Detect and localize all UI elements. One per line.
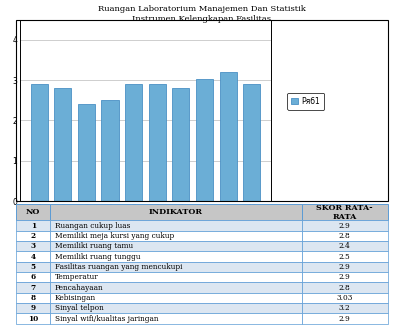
Bar [302, 283, 388, 293]
Text: 2: 2 [31, 232, 36, 240]
Bar [302, 204, 388, 220]
Text: Pencahayaan: Pencahayaan [55, 284, 103, 292]
Bar [16, 262, 50, 272]
Text: Memiliki ruang tunggu: Memiliki ruang tunggu [55, 253, 140, 261]
Bar [31, 84, 48, 201]
Text: INDIKATOR: INDIKATOR [149, 208, 203, 216]
Text: 2.8: 2.8 [339, 284, 351, 292]
Text: 7: 7 [31, 284, 36, 292]
Text: Instrumen Kelengkapan Fasilitas: Instrumen Kelengkapan Fasilitas [133, 15, 271, 23]
Text: 3: 3 [31, 242, 36, 250]
Bar [302, 293, 388, 303]
Bar [302, 303, 388, 313]
Text: 1: 1 [31, 222, 36, 230]
Text: 2.9: 2.9 [339, 263, 351, 271]
Bar [50, 303, 302, 313]
Bar [50, 204, 302, 220]
Text: Ruangan cukup luas: Ruangan cukup luas [55, 222, 130, 230]
Bar [302, 220, 388, 231]
Bar [50, 313, 302, 324]
Text: SKOR RATA-
RATA: SKOR RATA- RATA [316, 204, 373, 221]
Text: 10: 10 [28, 315, 38, 322]
Bar [50, 231, 302, 241]
Bar [16, 231, 50, 241]
Text: Temperatur: Temperatur [55, 273, 99, 281]
Text: Fasilitas ruangan yang mencukupi: Fasilitas ruangan yang mencukupi [55, 263, 182, 271]
Text: Sinyal wifi/kualitas jaringan: Sinyal wifi/kualitas jaringan [55, 315, 158, 322]
Text: 5: 5 [31, 263, 36, 271]
Bar [50, 272, 302, 283]
Text: 2.9: 2.9 [339, 273, 351, 281]
Bar [16, 204, 50, 220]
Text: Ruangan Laboratorium Manajemen Dan Statistik: Ruangan Laboratorium Manajemen Dan Stati… [98, 5, 306, 13]
Bar [302, 231, 388, 241]
Legend: Ряб1: Ряб1 [287, 93, 324, 110]
Bar [16, 251, 50, 262]
Bar [243, 84, 260, 201]
Bar [16, 293, 50, 303]
Bar [16, 313, 50, 324]
Text: Memiliki ruang tamu: Memiliki ruang tamu [55, 242, 133, 250]
Bar [78, 104, 95, 201]
Text: 8: 8 [31, 294, 36, 302]
Text: 2.9: 2.9 [339, 315, 351, 322]
Text: 2.8: 2.8 [339, 232, 351, 240]
Text: 4: 4 [31, 253, 36, 261]
Bar [149, 84, 166, 201]
Bar [302, 272, 388, 283]
Text: 9: 9 [31, 304, 36, 312]
Bar [54, 88, 71, 201]
Bar [302, 241, 388, 251]
Bar [101, 100, 118, 201]
Bar [196, 79, 213, 201]
Text: 2.4: 2.4 [339, 242, 351, 250]
Text: Kebisingan: Kebisingan [55, 294, 96, 302]
Bar [173, 88, 189, 201]
Bar [302, 262, 388, 272]
Bar [50, 241, 302, 251]
Bar [16, 220, 50, 231]
Text: 3.03: 3.03 [337, 294, 353, 302]
Text: Memiliki meja kursi yang cukup: Memiliki meja kursi yang cukup [55, 232, 174, 240]
Bar [16, 272, 50, 283]
Bar [16, 241, 50, 251]
Bar [50, 293, 302, 303]
Text: 2.9: 2.9 [339, 222, 351, 230]
Bar [302, 313, 388, 324]
Bar [16, 283, 50, 293]
Bar [50, 262, 302, 272]
Bar [50, 220, 302, 231]
Text: 3.2: 3.2 [339, 304, 351, 312]
Text: 2.5: 2.5 [339, 253, 351, 261]
Text: 6: 6 [31, 273, 36, 281]
Bar [50, 283, 302, 293]
Text: Sinyal telpon: Sinyal telpon [55, 304, 103, 312]
Bar [16, 303, 50, 313]
Bar [302, 251, 388, 262]
Bar [50, 251, 302, 262]
Text: NO: NO [26, 208, 40, 216]
Bar [125, 84, 142, 201]
Bar [220, 72, 237, 201]
